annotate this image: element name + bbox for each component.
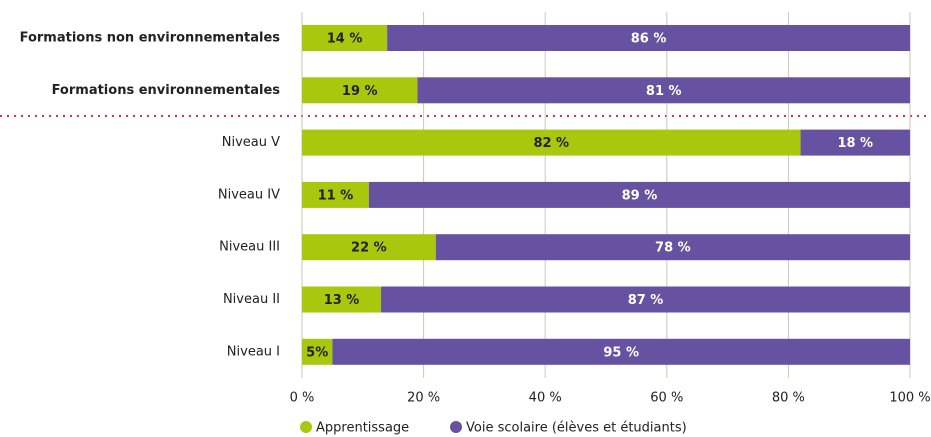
category-label: Niveau I — [227, 344, 280, 359]
bar-segment — [800, 129, 910, 156]
bar-segment — [302, 286, 382, 313]
value-label: 89 % — [622, 188, 658, 203]
bar-segment — [302, 77, 418, 104]
category-label: Formations environnementales — [52, 83, 281, 98]
bar-segment — [302, 129, 801, 156]
x-tick-label: 20 % — [407, 391, 440, 406]
x-tick-label: 0 % — [290, 391, 315, 406]
bar-segment — [302, 234, 436, 261]
category-label: Formations non environnementales — [20, 31, 281, 46]
value-label: 86 % — [631, 32, 667, 47]
value-label: 18 % — [837, 136, 873, 151]
bar-segment — [302, 338, 333, 365]
category-label: Niveau V — [222, 135, 280, 150]
value-label: 14 % — [327, 32, 363, 47]
value-label: 13 % — [324, 293, 360, 308]
value-label: 95 % — [603, 345, 639, 360]
value-label: 5% — [306, 345, 328, 360]
bar-segment — [387, 25, 910, 51]
legend-label: Voie scolaire (élèves et étudiants) — [466, 421, 687, 436]
value-label: 81 % — [646, 84, 682, 99]
legend-swatch — [450, 421, 462, 433]
x-tick-label: 60 % — [650, 391, 683, 406]
bar-segment — [368, 181, 910, 208]
value-label: 87 % — [628, 293, 664, 308]
bar-segment — [302, 181, 369, 208]
x-tick-label: 40 % — [529, 391, 562, 406]
x-tick-label: 100 % — [889, 391, 930, 406]
legend-label: Apprentissage — [316, 421, 409, 436]
bar-segment — [417, 77, 910, 104]
category-label: Niveau IV — [218, 187, 280, 202]
category-label: Niveau II — [223, 292, 280, 307]
bar-segment — [332, 338, 910, 365]
value-label: 82 % — [533, 136, 569, 151]
value-label: 78 % — [655, 241, 691, 256]
value-label: 19 % — [342, 84, 378, 99]
bar-segment — [435, 234, 910, 261]
legend-swatch — [300, 421, 312, 433]
bar-segment — [381, 286, 910, 313]
value-label: 22 % — [351, 241, 387, 256]
category-label: Niveau III — [219, 240, 280, 255]
x-tick-label: 80 % — [772, 391, 805, 406]
bar-segment — [302, 25, 388, 51]
value-label: 11 % — [318, 188, 354, 203]
